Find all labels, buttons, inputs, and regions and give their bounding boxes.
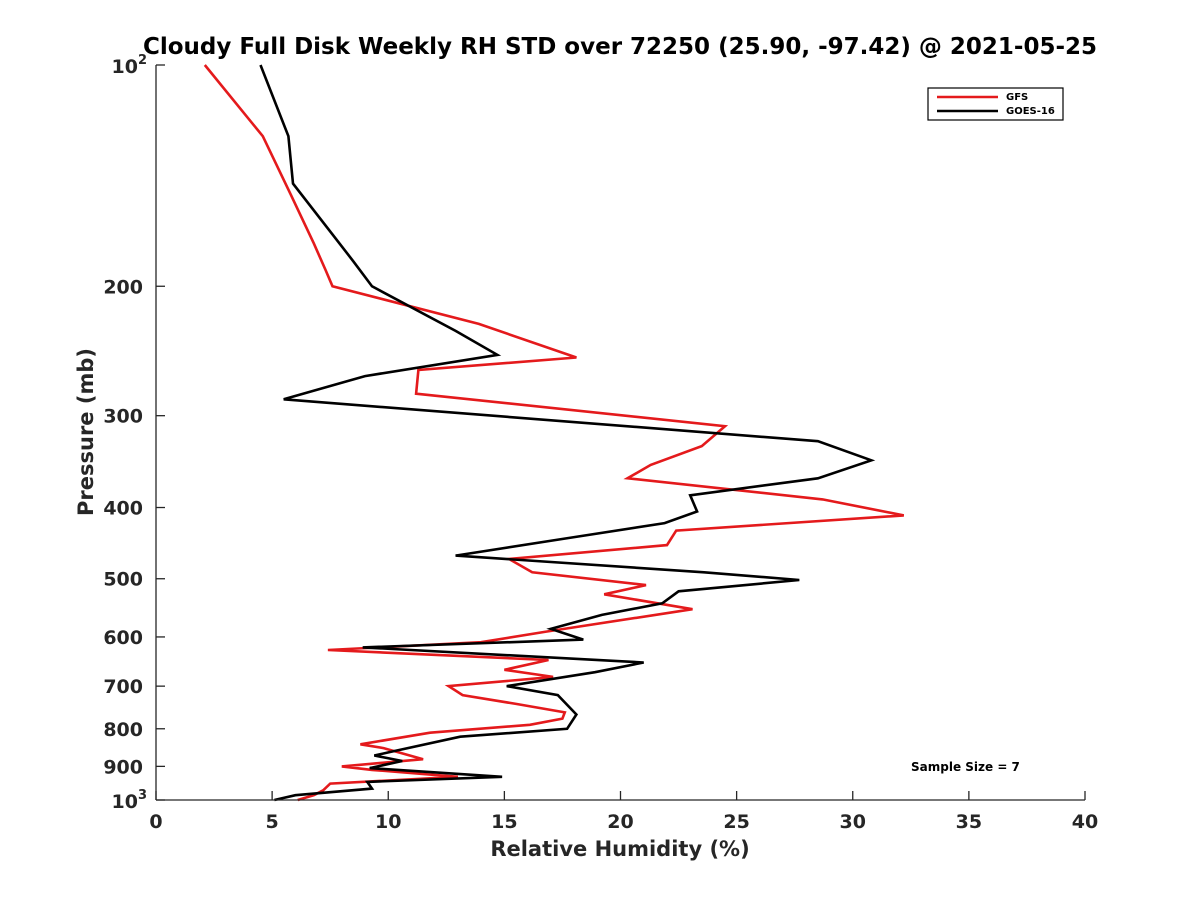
y-tick-label: 300 (103, 406, 143, 428)
chart-title: Cloudy Full Disk Weekly RH STD over 7225… (143, 34, 1097, 60)
legend-label-goes16: GOES-16 (1006, 106, 1055, 117)
legend: GFS GOES-16 (927, 87, 1064, 121)
y-tick-label: 800 (103, 719, 143, 741)
y-tick-label: 600 (103, 627, 143, 649)
y-tick-label: 900 (103, 756, 143, 778)
series-line-goes16 (259, 64, 876, 802)
x-axis-label: Relative Humidity (%) (490, 837, 749, 861)
y-tick-label: 700 (103, 676, 143, 698)
y-axis-label: Pressure (mb) (74, 348, 98, 516)
series-layer (203, 64, 905, 802)
plot-area: 0 5 10 15 20 25 30 35 40 10220030040050060070080… (103, 53, 1098, 833)
axes-background (156, 65, 1085, 800)
x-tick-label: 35 (956, 811, 982, 833)
series-line-gfs (203, 64, 905, 802)
x-tick-label: 30 (840, 811, 866, 833)
legend-box (927, 87, 1064, 121)
x-tick-label: 40 (1072, 811, 1098, 833)
y-tick-exponent: 3 (138, 788, 147, 803)
x-tick-label: 25 (723, 811, 749, 833)
y-tick-label: 400 (103, 498, 143, 520)
x-tick-label: 20 (607, 811, 633, 833)
x-tick-label: 15 (491, 811, 517, 833)
x-tick-label: 5 (266, 811, 279, 833)
y-tick-label: 500 (103, 569, 143, 591)
x-tick-label: 0 (149, 811, 162, 833)
y-tick-exponent: 2 (138, 53, 147, 68)
x-tick-label: 10 (375, 811, 401, 833)
sample-size-annotation: Sample Size = 7 (911, 760, 1020, 774)
y-tick-label: 200 (103, 276, 143, 298)
x-axis: 0 5 10 15 20 25 30 35 40 (149, 791, 1098, 833)
legend-label-gfs: GFS (1006, 92, 1028, 103)
